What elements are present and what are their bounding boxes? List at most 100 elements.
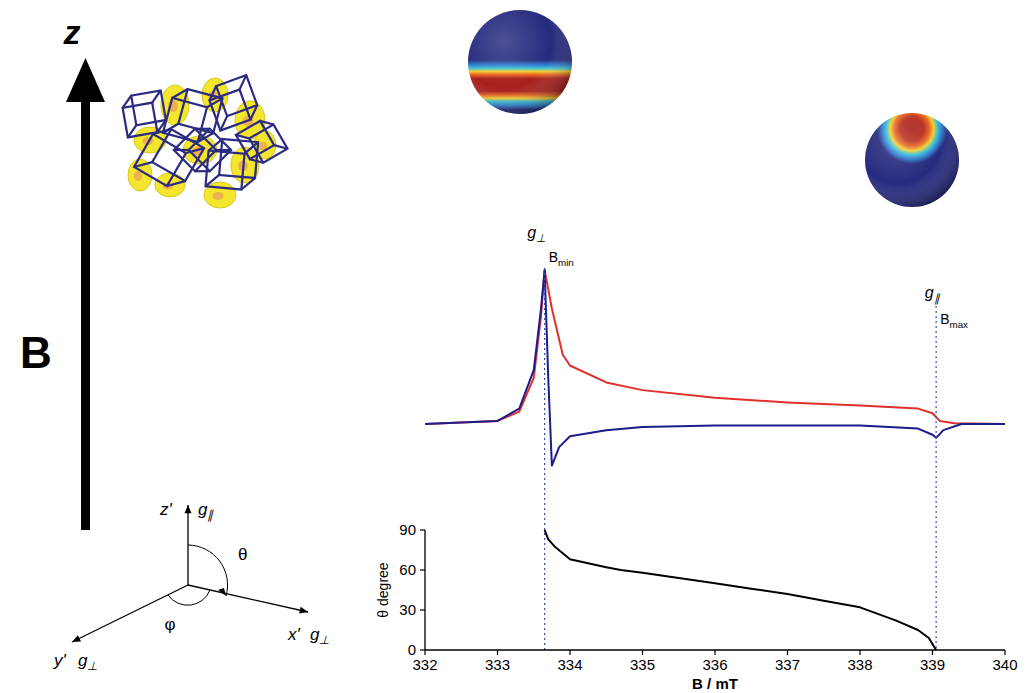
crystal-cluster [121, 75, 288, 208]
sphere-shade [468, 10, 572, 114]
y-tick [420, 609, 425, 610]
x-prime-axis-head [299, 607, 308, 614]
cube-edge [274, 140, 287, 153]
x-tick-label: 336 [702, 656, 727, 673]
y-tick [420, 569, 425, 570]
absorption-curve [425, 270, 1005, 424]
sphere-parallel [865, 113, 959, 207]
angle-curve [545, 530, 937, 650]
subscript: ⊥ [536, 232, 546, 244]
x-tick-label: 332 [412, 656, 437, 673]
cube-edge [121, 96, 133, 108]
x-tick-label: 333 [485, 656, 510, 673]
cube-edge [216, 143, 231, 158]
marker-line [936, 306, 937, 650]
theta-arc-head [218, 588, 226, 596]
cube-edge [250, 154, 263, 167]
unit-cube [206, 75, 261, 130]
g-label: g∥ [925, 284, 941, 305]
y-tick [420, 649, 425, 650]
cube-face [123, 103, 158, 138]
cube-face [178, 89, 222, 133]
z-prime-label: z' [159, 500, 173, 519]
theta-arc [188, 545, 228, 596]
orbital [155, 173, 185, 197]
subscript: ⊥ [319, 633, 329, 647]
subscript: min [558, 257, 574, 268]
x-tick-label: 334 [557, 656, 582, 673]
z-prime-axis-head [184, 505, 191, 513]
unit-cube [236, 116, 288, 168]
x-tick [859, 650, 860, 655]
cube-edge [205, 174, 219, 188]
symbol: g [925, 284, 934, 301]
phi-label: φ [164, 615, 175, 634]
g-perp-label: g⊥ [78, 651, 97, 673]
unit-cube [174, 121, 231, 178]
y-tick-label: 0 [408, 641, 416, 658]
x-tick [932, 650, 933, 655]
g-parallel-label: g∥ [198, 500, 214, 522]
subscript: max [949, 319, 968, 330]
molecular-frame: z' g∥ θ φ x' g⊥ y' g⊥ [53, 500, 329, 673]
cube-edge [134, 155, 152, 173]
unit-cube [163, 86, 223, 146]
marker-line [544, 268, 545, 650]
b-label: Bmin [549, 249, 574, 268]
cube-edge [172, 86, 187, 101]
y-tick-label: 90 [399, 521, 416, 538]
cube-edge [260, 116, 273, 129]
g-label: g⊥ [527, 224, 546, 244]
x-tick [714, 650, 715, 655]
cube-face [249, 124, 287, 162]
x-prime-axis [188, 585, 308, 612]
x-tick-label: 339 [920, 656, 945, 673]
orbital-core [134, 171, 142, 181]
axes: 3323333343353363373383393400306090B / mT… [375, 521, 1018, 692]
x-prime-label: x' [287, 625, 301, 644]
y-tick [420, 529, 425, 530]
y-prime-label: y' [53, 651, 67, 670]
lab-frame: zB [20, 13, 105, 530]
cube-edge [126, 125, 138, 137]
orbital-core [212, 192, 223, 200]
y-prime-axis [72, 585, 188, 642]
x-tick-label: 337 [775, 656, 800, 673]
symbol: g [527, 224, 536, 241]
cube-edge [167, 174, 185, 192]
y-prime-axis-head [72, 635, 81, 642]
cube-edge [247, 105, 261, 119]
theta-label: θ [238, 545, 247, 564]
cube-edge [236, 75, 250, 89]
y-tick-label: 30 [399, 601, 416, 618]
cube-edge [195, 121, 210, 136]
sphere-shade [865, 113, 959, 207]
figure: zBz'g∥θφx'g⊥y'g⊥g⊥Bming∥Bmax332333334335… [0, 0, 1031, 693]
cube-face [174, 129, 216, 171]
cube-edge [156, 120, 168, 132]
derivative-curve [425, 270, 1005, 466]
field-label: B [20, 328, 52, 377]
subscript: ⊥ [87, 659, 97, 673]
field-arrow-shaft [81, 95, 90, 530]
y-axis [424, 530, 425, 650]
cube-edge [195, 164, 210, 179]
cube-face [189, 129, 231, 171]
g-perp-label: g⊥ [310, 625, 329, 647]
b-label: Bmax [940, 311, 968, 330]
symbol: B [940, 311, 949, 327]
x-tick [787, 650, 788, 655]
x-tick [497, 650, 498, 655]
x-tick-label: 340 [992, 656, 1017, 673]
cube-edge [236, 130, 249, 143]
subscript: ∥ [207, 508, 214, 522]
y-tick-label: 60 [399, 561, 416, 578]
y-axis-title: θ degree [375, 562, 391, 617]
x-tick [424, 650, 425, 655]
cube-face [131, 90, 166, 125]
subscript: ∥ [934, 292, 941, 305]
annotations: g⊥Bming∥Bmax [527, 224, 968, 650]
sphere-perpendicular [468, 10, 572, 114]
x-tick [569, 650, 570, 655]
unit-cube [121, 90, 168, 137]
